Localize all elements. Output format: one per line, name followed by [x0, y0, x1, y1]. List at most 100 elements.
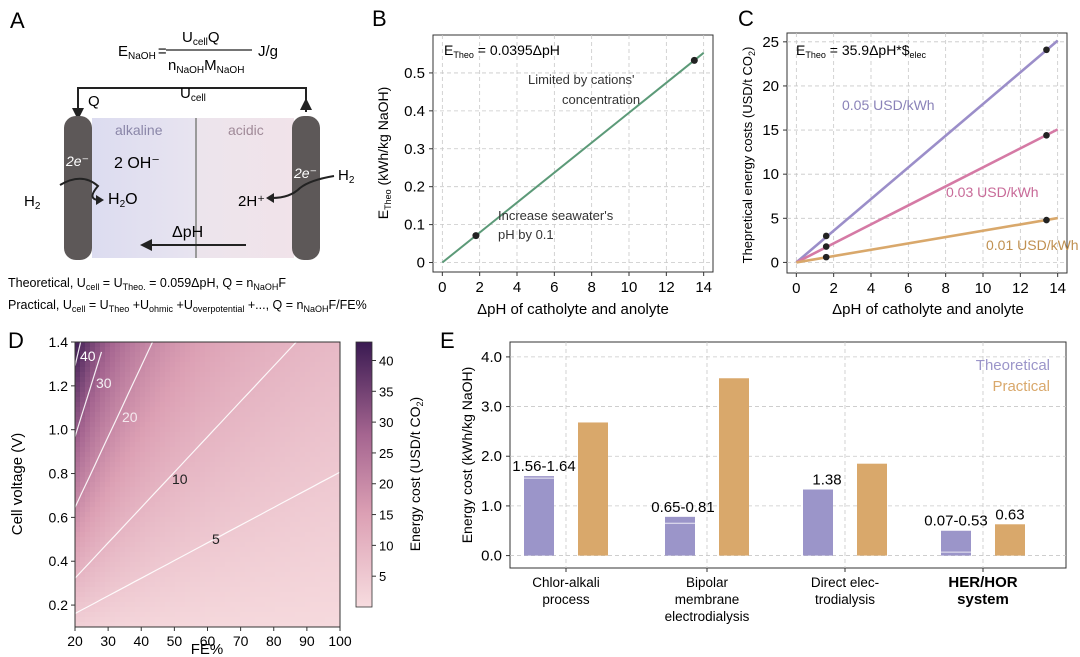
heatmap-cell	[330, 387, 336, 393]
heatmap-cell	[140, 372, 146, 378]
heatmap-cell	[170, 417, 176, 423]
heatmap-cell	[165, 617, 171, 623]
heatmap-cell	[215, 377, 221, 383]
heatmap-cell	[115, 597, 121, 603]
heatmap-cell	[300, 347, 306, 353]
heatmap-cell	[310, 342, 316, 348]
heatmap-cell	[315, 507, 321, 513]
heatmap-cell	[145, 357, 151, 363]
series-line-003	[795, 128, 1059, 264]
heatmap-cell	[225, 602, 231, 608]
heatmap-cell	[195, 532, 201, 538]
heatmap-cell	[225, 547, 231, 553]
heatmap-cell	[135, 547, 141, 553]
heatmap-cell	[95, 367, 101, 373]
heatmap-cell	[220, 512, 226, 518]
heatmap-cell	[170, 452, 176, 458]
heatmap-cell	[285, 597, 291, 603]
heatmap-cell	[295, 362, 301, 368]
heatmap-cell	[160, 602, 166, 608]
heatmap-cell	[190, 452, 196, 458]
heatmap-cell	[275, 532, 281, 538]
heatmap-cell	[190, 592, 196, 598]
heatmap-cell	[235, 417, 241, 423]
heatmap-cell	[215, 572, 221, 578]
heatmap-cell	[100, 452, 106, 458]
panel-b-equation: ETheo = 0.0395ΔpH	[444, 42, 560, 60]
heatmap-cell	[305, 507, 311, 513]
heatmap-cell	[205, 532, 211, 538]
heatmap-cell	[165, 457, 171, 463]
heatmap-cell	[200, 492, 206, 498]
heatmap-cell	[330, 487, 336, 493]
heatmap-cell	[275, 377, 281, 383]
heatmap-cell	[220, 422, 226, 428]
heatmap-cell	[75, 397, 81, 403]
heatmap-cell	[330, 597, 336, 603]
heatmap-cell	[215, 577, 221, 583]
formula-eq: =	[158, 43, 167, 60]
heatmap-cell	[130, 532, 136, 538]
heatmap-cell	[295, 587, 301, 593]
heatmap-cell	[215, 397, 221, 403]
circuit-arrow-up	[300, 98, 312, 110]
heatmap-cell	[140, 527, 146, 533]
heatmap-cell	[285, 522, 291, 528]
heatmap-cell	[220, 342, 226, 348]
heatmap-cell	[85, 517, 91, 523]
heatmap-cell	[245, 592, 251, 598]
heatmap-cell	[240, 392, 246, 398]
heatmap-cell	[305, 592, 311, 598]
heatmap-cell	[160, 477, 166, 483]
heatmap-cell	[145, 392, 151, 398]
heatmap-cell	[195, 557, 201, 563]
heatmap-cell	[105, 597, 111, 603]
heatmap-cell	[170, 377, 176, 383]
heatmap-cell	[115, 592, 121, 598]
heatmap-cell	[200, 592, 206, 598]
heatmap-cell	[135, 492, 141, 498]
heatmap-cell	[320, 577, 326, 583]
heatmap-cell	[230, 507, 236, 513]
heatmap-cell	[190, 412, 196, 418]
heatmap-cell	[200, 567, 206, 573]
heatmap-cell	[105, 522, 111, 528]
heatmap-cell	[265, 517, 271, 523]
heatmap-cell	[145, 412, 151, 418]
heatmap-cell	[305, 427, 311, 433]
heatmap-cell	[125, 512, 131, 518]
heatmap-cell	[285, 352, 291, 358]
heatmap-cell	[95, 507, 101, 513]
heatmap-cell	[105, 547, 111, 553]
heatmap-cell	[125, 377, 131, 383]
heatmap-cell	[225, 622, 231, 627]
heatmap-cell	[180, 477, 186, 483]
heatmap-cell	[310, 577, 316, 583]
heatmap-cell	[185, 607, 191, 613]
heatmap-cell	[315, 402, 321, 408]
heatmap-cell	[185, 587, 191, 593]
heatmap-cell	[105, 622, 111, 627]
heatmap-cell	[175, 427, 181, 433]
heatmap-cell	[80, 602, 86, 608]
heatmap-cell	[105, 502, 111, 508]
heatmap-cell	[215, 602, 221, 608]
svg-text:nNaOHMNaOH: nNaOHMNaOH	[168, 57, 244, 76]
heatmap-cell	[245, 397, 251, 403]
heatmap-cell	[290, 502, 296, 508]
heatmap-cell	[165, 342, 171, 348]
heatmap-cell	[125, 437, 131, 443]
heatmap-cell	[295, 457, 301, 463]
heatmap-cell	[155, 617, 161, 623]
heatmap-cell	[285, 537, 291, 543]
heatmap-cell	[315, 582, 321, 588]
heatmap-cell	[170, 362, 176, 368]
heatmap-cell	[220, 402, 226, 408]
heatmap-cell	[175, 497, 181, 503]
heatmap-cell	[125, 417, 131, 423]
heatmap-cell	[150, 382, 156, 388]
heatmap-cell	[310, 512, 316, 518]
heatmap-cell	[75, 542, 81, 548]
heatmap-cell	[100, 402, 106, 408]
heatmap-cell	[215, 402, 221, 408]
